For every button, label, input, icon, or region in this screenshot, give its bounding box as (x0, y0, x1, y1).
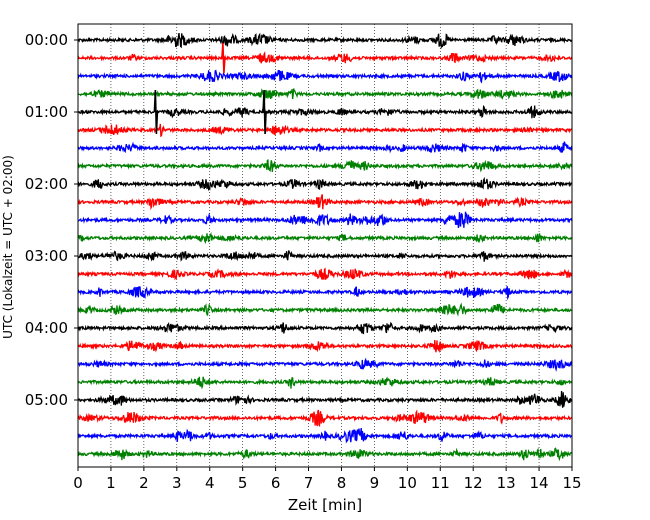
trace-14 (77, 286, 573, 301)
trace-18 (77, 357, 573, 372)
x-tick-label: 15 (562, 474, 581, 492)
trace-7 (77, 159, 573, 173)
y-axis: 00:00 01:00 02:00 03:00 04:00 05:00 (25, 31, 78, 409)
trace-17 (77, 340, 573, 353)
trace-8 (77, 176, 573, 192)
plot-area (77, 23, 573, 468)
trace-1 (77, 50, 573, 64)
x-tick-label: 3 (172, 474, 182, 492)
y-tick-label: 04:00 (25, 319, 68, 337)
x-tick-label: 11 (431, 474, 450, 492)
x-tick-label: 12 (464, 474, 483, 492)
trace-10 (77, 211, 573, 228)
spike-0 (221, 42, 226, 74)
trace-21 (77, 409, 573, 428)
x-tick-label: 6 (271, 474, 281, 492)
x-tick-label: 4 (205, 474, 215, 492)
x-tick-label: 0 (73, 474, 83, 492)
y-axis-label: UTC (Lokalzeit = UTC + 02:00) (1, 155, 15, 339)
trace-16 (77, 321, 573, 335)
trace-6 (77, 141, 573, 154)
x-tick-label: 7 (304, 474, 314, 492)
x-tick-label: 1 (106, 474, 116, 492)
x-tick-label: 8 (337, 474, 347, 492)
y-tick-label: 03:00 (25, 247, 68, 265)
plot-background (78, 24, 572, 467)
trace-0 (77, 32, 573, 50)
trace-13 (77, 267, 573, 281)
trace-20 (77, 390, 573, 408)
y-tick-label: 05:00 (25, 391, 68, 409)
y-tick-label: 00:00 (25, 31, 68, 49)
x-tick-label: 10 (398, 474, 417, 492)
trace-9 (77, 194, 573, 211)
y-tick-label: 01:00 (25, 103, 68, 121)
x-axis-label: Zeit [min] (288, 496, 362, 514)
trace-4 (77, 104, 573, 119)
trace-2 (77, 69, 573, 84)
trace-5 (77, 123, 573, 138)
x-axis: 0 1 2 3 4 5 6 7 8 9 10 11 12 13 14 15 (73, 467, 582, 492)
trace-15 (77, 302, 573, 317)
x-tick-label: 13 (497, 474, 516, 492)
plot-frame (77, 23, 573, 468)
x-tick-label: 9 (370, 474, 380, 492)
trace-22 (77, 427, 573, 444)
x-tick-label: 2 (139, 474, 149, 492)
spike-2 (262, 89, 267, 135)
x-tick-label: 5 (238, 474, 248, 492)
y-tick-label: 02:00 (25, 175, 68, 193)
trace-19 (77, 376, 573, 390)
x-tick-label: 14 (530, 474, 549, 492)
spike-1 (153, 89, 159, 135)
trace-12 (77, 250, 573, 262)
trace-23 (77, 447, 573, 462)
trace-3 (77, 88, 573, 102)
trace-11 (77, 231, 573, 245)
